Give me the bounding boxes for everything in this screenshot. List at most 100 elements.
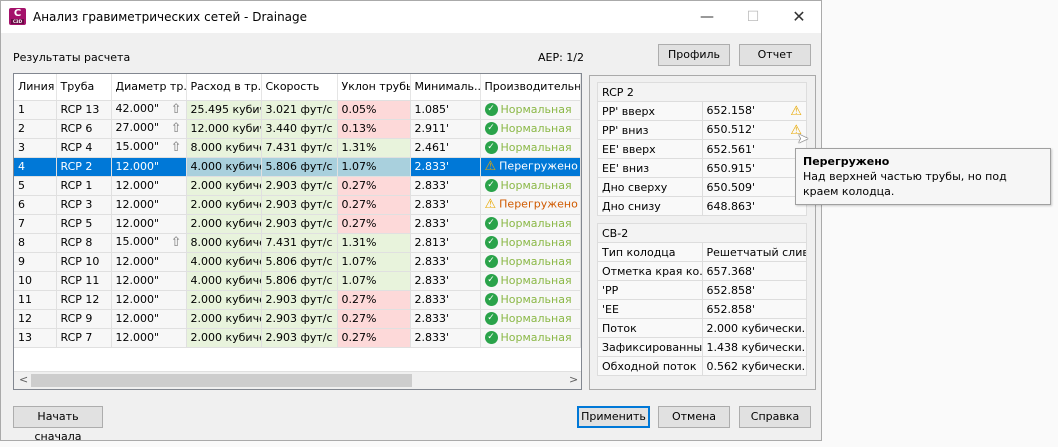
line-cell: 9 — [14, 252, 57, 272]
column-header[interactable]: Труба — [56, 74, 112, 101]
min-cover-cell: 2.833' — [410, 195, 481, 215]
horizontal-scrollbar[interactable]: < > — [14, 371, 581, 389]
property-name: Обходной поток — [597, 356, 703, 376]
close-button[interactable]: ✕ — [792, 7, 806, 26]
status-cell: ✓ Нормальная — [480, 271, 581, 291]
slope-cell: 1.07% — [337, 271, 411, 291]
table-row[interactable]: 9 RCP 10 12.000" 4.000 кубиче 5.806 фут/с 1.0… — [14, 252, 581, 272]
property-value-text: 650.915' — [706, 161, 756, 175]
results-grid[interactable]: Линия Труба Диаметр тр... Расход в тр... Ско… — [13, 73, 582, 390]
slope-cell: 1.07% — [337, 252, 411, 272]
slope-cell: 1.31% — [337, 138, 411, 158]
line-cell: 1 — [14, 100, 57, 120]
table-row[interactable]: 5 RCP 1 12.000" 2.000 кубиче 2.903 фут/с 0.27… — [14, 176, 581, 196]
column-header[interactable]: Минималь... — [410, 74, 481, 101]
restart-button[interactable]: Начать сначала — [13, 406, 103, 443]
property-value: 0.562 кубически... — [701, 356, 807, 376]
flow-cell: 4.000 кубиче — [186, 252, 262, 272]
diameter-value: 12.000" — [115, 179, 160, 192]
diameter-cell: ⇧ 27.000" — [111, 119, 187, 139]
warning-icon[interactable]: ⚠ — [790, 122, 802, 138]
scroll-right-icon[interactable]: > — [569, 373, 579, 386]
property-value-text: 652.158' — [706, 103, 756, 117]
column-header[interactable]: Линия — [14, 74, 57, 101]
table-row[interactable]: 10 RCP 11 12.000" 4.000 кубиче 5.806 фут/с 1.… — [14, 271, 581, 291]
flow-cell: 2.000 кубиче — [186, 214, 262, 234]
velocity-cell: 2.903 фут/с — [261, 176, 338, 196]
table-row[interactable]: 1 RCP 13 ⇧ 42.000" 25.495 кубич 3.021 фут/с 0.… — [14, 100, 581, 120]
flow-cell: 2.000 кубиче — [186, 290, 262, 310]
table-row[interactable]: 13 RCP 7 12.000" 2.000 кубиче 2.903 фут/с 0.2… — [14, 328, 581, 348]
table-row[interactable]: 12 RCP 9 12.000" 2.000 кубиче 2.903 фут/с 0.2… — [14, 309, 581, 329]
property-row: PP' вверх ⚠ 652.158' — [597, 101, 807, 121]
status-cell: ✓ Нормальная — [480, 100, 581, 120]
report-button[interactable]: Отчет — [739, 44, 811, 66]
property-row: Дно сверху 650.509' — [597, 177, 807, 197]
column-header[interactable]: Диаметр тр... — [111, 74, 187, 101]
property-value-text: 650.512' — [706, 122, 756, 136]
warning-icon: ⚠ — [484, 197, 497, 212]
velocity-cell: 2.903 фут/с — [261, 195, 338, 215]
table-row[interactable]: 11 RCP 12 12.000" 2.000 кубиче 2.903 фут/с 0.… — [14, 290, 581, 310]
tooltip-title: Перегружено — [803, 155, 890, 168]
table-row[interactable]: 2 RCP 6 ⇧ 27.000" 12.000 кубич 3.440 фут/с 0.1… — [14, 119, 581, 139]
property-row: Обходной поток 0.562 кубически... — [597, 356, 807, 376]
velocity-cell: 2.903 фут/с — [261, 309, 338, 329]
diameter-value: 12.000" — [115, 274, 160, 287]
property-row: EE' вверх 652.561' — [597, 139, 807, 159]
property-name: Отметка края ко... — [597, 261, 703, 281]
column-header[interactable]: Скорость — [261, 74, 338, 101]
apply-button[interactable]: Применить — [577, 406, 650, 428]
warning-icon[interactable]: ⚠ — [790, 103, 802, 119]
column-header[interactable]: Расход в тр... — [186, 74, 262, 101]
diameter-cell: 12.000" — [111, 271, 187, 291]
tooltip-text: Над верхней частью трубы, но под краем к… — [803, 170, 1007, 198]
property-value: 650.915' — [701, 158, 807, 178]
table-row[interactable]: 8 RCP 8 ⇧ 15.000" 8.000 кубиче 7.431 фут/с 1.3… — [14, 233, 581, 253]
line-cell: 13 — [14, 328, 57, 348]
flow-cell: 8.000 кубиче — [186, 233, 262, 253]
status-text: Нормальная — [500, 140, 572, 154]
table-row[interactable]: 4 RCP 2 12.000" 4.000 кубиче 5.806 фут/с 1.07… — [14, 157, 581, 177]
property-value: 652.858' — [701, 299, 807, 319]
scrollbar-thumb[interactable] — [31, 374, 412, 387]
property-value-text: 2.000 кубически... — [706, 321, 807, 335]
table-row[interactable]: 3 RCP 4 ⇧ 15.000" 8.000 кубиче 7.431 фут/с 1.3… — [14, 138, 581, 158]
column-header[interactable]: Производительн... — [480, 74, 581, 101]
property-value-text: 657.368' — [706, 264, 756, 278]
check-icon: ✓ — [484, 103, 498, 117]
help-button[interactable]: Справка — [739, 406, 811, 428]
column-header[interactable]: Уклон трубы — [337, 74, 411, 101]
check-icon: ✓ — [484, 331, 498, 345]
diameter-value: 12.000" — [115, 160, 160, 173]
slope-cell: 0.27% — [337, 195, 411, 215]
line-cell: 11 — [14, 290, 57, 310]
property-row: Тип колодца Решетчатый слив — [597, 242, 807, 262]
cancel-button[interactable]: Отмена — [658, 406, 730, 428]
property-name: Дно сверху — [597, 177, 703, 197]
maximize-button[interactable]: ☐ — [746, 9, 760, 25]
results-label: Результаты расчета — [13, 51, 131, 64]
title-bar: C C3D Анализ гравиметрических сетей - Dra… — [1, 1, 821, 33]
table-row[interactable]: 6 RCP 3 12.000" 2.000 кубиче 2.903 фут/с 0.27… — [14, 195, 581, 215]
min-cover-cell: 2.833' — [410, 157, 481, 177]
min-cover-cell: 2.833' — [410, 271, 481, 291]
check-icon: ✓ — [484, 141, 498, 155]
minimize-button[interactable]: — — [700, 9, 714, 25]
flow-cell: 4.000 кубиче — [186, 271, 262, 291]
velocity-cell: 2.903 фут/с — [261, 214, 338, 234]
pipe-details-table: RCP 2 PP' вверх ⚠ 652.158' PP' вниз ⚠ 650.512'… — [597, 82, 807, 216]
property-value: 1.438 кубически... — [701, 337, 807, 357]
diameter-cell: ⇧ 15.000" — [111, 233, 187, 253]
table-row[interactable]: 7 RCP 5 12.000" 2.000 кубиче 2.903 фут/с 0.27… — [14, 214, 581, 234]
profile-button[interactable]: Профиль — [658, 44, 730, 66]
pipe-cell: RCP 10 — [56, 252, 112, 272]
aep-label: AEP: 1/2 — [538, 51, 585, 64]
min-cover-cell: 2.911' — [410, 119, 481, 139]
tooltip: Перегружено Над верхней частью трубы, но… — [795, 148, 1051, 205]
scroll-left-icon[interactable]: < — [19, 373, 29, 386]
status-text: Перегружено — [499, 159, 578, 173]
slope-cell: 0.27% — [337, 290, 411, 310]
property-name: PP' вверх — [597, 101, 703, 121]
min-cover-cell: 2.813' — [410, 233, 481, 253]
